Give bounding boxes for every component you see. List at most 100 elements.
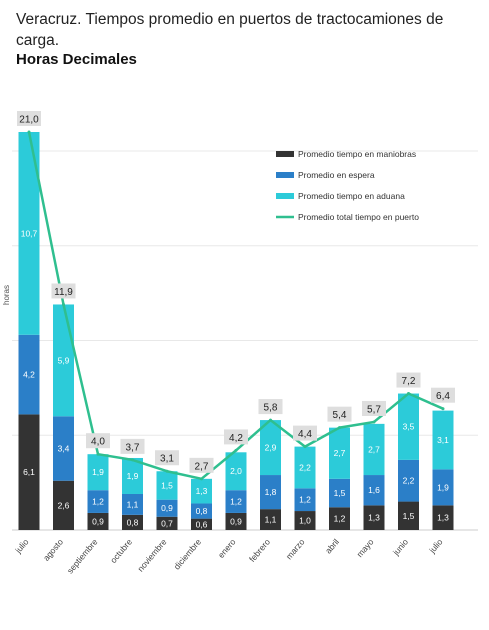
total-label: 5,7: [367, 404, 381, 415]
y-axis-label: horas: [2, 285, 11, 305]
total-label: 6,4: [436, 391, 450, 402]
total-label: 3,7: [126, 442, 140, 453]
bar-segment: [398, 393, 419, 460]
bar-data-label: 0,7: [161, 518, 173, 528]
category-label: abril: [323, 537, 341, 556]
bar-segment: [18, 414, 40, 530]
bar-segment: [18, 132, 40, 335]
bar-segment: [225, 490, 247, 513]
total-label-box: [17, 111, 41, 126]
legend-label: Promedio en espera: [298, 170, 375, 180]
bar-segment: [363, 505, 385, 530]
category-label: septiembre: [65, 537, 100, 576]
bar-segment: [363, 475, 385, 506]
category-label: mayo: [355, 537, 376, 560]
bar-data-label: 10,7: [21, 228, 38, 238]
chart-subtitle: Horas Decimales: [16, 51, 137, 68]
bar-data-label: 2,2: [299, 462, 311, 472]
bar-data-label: 0,9: [230, 516, 242, 526]
bar-data-label: 3,4: [58, 444, 70, 454]
bar-data-label: 1,3: [368, 513, 380, 523]
bar-segment: [294, 511, 316, 530]
bar-data-label: 0,8: [127, 517, 139, 527]
bar-segment: [260, 475, 281, 510]
bar-segment: [87, 490, 109, 513]
total-label: 4,4: [298, 429, 312, 440]
bar-segment: [398, 501, 419, 530]
bar-data-label: 1,5: [403, 511, 415, 521]
total-point: [165, 469, 169, 473]
total-point: [338, 426, 341, 430]
bar-segment: [432, 410, 454, 470]
bar-segment: [398, 459, 419, 502]
bar-data-label: 2,7: [368, 444, 380, 454]
total-point: [269, 418, 272, 422]
bar-data-label: 1,3: [196, 486, 208, 496]
bar-segment: [294, 446, 316, 489]
total-point: [27, 130, 31, 134]
total-label-box: [431, 387, 455, 403]
total-label-box: [155, 450, 179, 466]
bar-data-label: 1,9: [437, 482, 449, 492]
bar-segment: [156, 499, 178, 517]
bar-data-label: 0,6: [196, 519, 208, 529]
total-point: [96, 452, 100, 456]
bar-segment: [122, 493, 143, 515]
total-point: [234, 448, 238, 452]
bar-data-label: 2,7: [334, 448, 346, 458]
bar-segment: [122, 457, 143, 494]
total-label: 2,7: [195, 461, 209, 472]
total-label-box: [86, 433, 110, 449]
bar-segment: [87, 454, 109, 491]
bar-data-label: 5,9: [58, 355, 70, 365]
bar-segment: [225, 512, 247, 530]
bar-data-label: 1,9: [127, 471, 139, 481]
category-label: noviembre: [135, 537, 168, 574]
category-label: agosto: [41, 537, 65, 563]
total-label-box: [258, 399, 283, 415]
bar-data-label: 1,8: [265, 487, 277, 497]
bar-segment: [156, 471, 178, 500]
bar-segment: [53, 416, 74, 481]
category-label: octubre: [108, 537, 134, 565]
bar-data-label: 2,9: [265, 443, 277, 453]
legend-swatch: [276, 193, 294, 199]
bar-data-label: 2,6: [58, 500, 70, 510]
category-label: enero: [216, 537, 238, 560]
legend-label: Promedio total tiempo en puerto: [298, 212, 419, 222]
bar-segment: [191, 478, 212, 504]
bar-segment: [432, 505, 454, 530]
bar-segment: [260, 420, 281, 476]
bar-segment: [329, 478, 350, 508]
total-label: 7,2: [402, 376, 416, 387]
total-point: [131, 458, 134, 462]
total-point: [200, 477, 203, 481]
legend-label: Promedio tiempo en maniobras: [298, 149, 416, 159]
total-label-box: [293, 425, 317, 441]
bar-data-label: 1,2: [334, 514, 346, 524]
bar-segment: [122, 514, 143, 530]
bar-data-label: 6,1: [23, 467, 35, 477]
category-label: julio: [427, 537, 445, 556]
bar-data-label: 3,1: [437, 435, 449, 445]
bar-data-label: 1,9: [92, 467, 104, 477]
total-label-box: [327, 406, 352, 422]
bar-segment: [329, 427, 350, 479]
bar-data-label: 0,8: [196, 506, 208, 516]
bar-data-label: 1,5: [161, 480, 173, 490]
legend-swatch: [276, 151, 294, 157]
bar-segment: [294, 488, 316, 512]
total-label: 5,8: [264, 403, 278, 414]
bar-data-label: 0,9: [161, 503, 173, 513]
bar-data-label: 1,1: [265, 515, 277, 525]
bar-data-label: 1,5: [334, 488, 346, 498]
total-label-box: [224, 429, 248, 445]
total-label: 21,0: [19, 115, 39, 126]
bar-data-label: 3,5: [403, 422, 415, 432]
bar-segment: [329, 507, 350, 530]
total-label-box: [120, 438, 145, 454]
bar-data-label: 1,1: [127, 499, 139, 509]
bar-segment: [260, 509, 281, 530]
total-label: 11,9: [54, 287, 73, 298]
total-point: [407, 392, 410, 396]
